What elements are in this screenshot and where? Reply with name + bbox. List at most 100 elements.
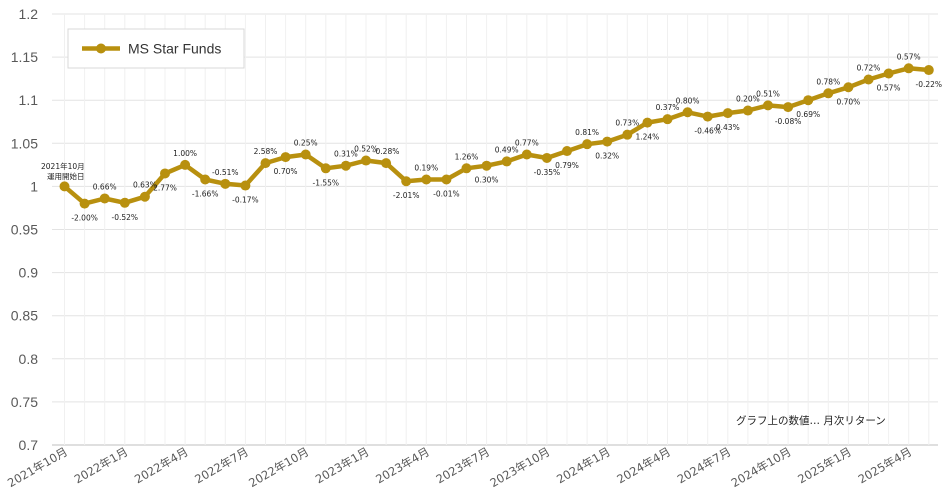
data-label: -0.52% bbox=[112, 213, 139, 222]
data-label: -0.28% bbox=[373, 147, 400, 156]
data-label: 0.37% bbox=[656, 103, 680, 112]
y-tick-label: 1.05 bbox=[11, 135, 38, 151]
x-tick-label: 2022年4月 bbox=[132, 444, 191, 486]
data-label: 1.00% bbox=[173, 149, 197, 158]
data-point bbox=[180, 159, 191, 170]
data-label: 0.72% bbox=[857, 64, 881, 73]
data-label: -2.00% bbox=[71, 214, 98, 223]
data-label: 0.81% bbox=[575, 128, 599, 137]
x-tick-label: 2025年1月 bbox=[795, 444, 854, 486]
start-annotation-line-2: 運用開始日 bbox=[47, 171, 85, 181]
data-label: 0.20% bbox=[736, 95, 760, 104]
data-point bbox=[280, 152, 291, 163]
legend-label-ms-star-funds: MS Star Funds bbox=[128, 41, 221, 57]
legend: MS Star Funds bbox=[67, 28, 245, 69]
data-label: -0.35% bbox=[534, 168, 561, 177]
data-label: 0.80% bbox=[676, 96, 700, 105]
data-label: 0.79% bbox=[555, 161, 579, 170]
data-label: -0.17% bbox=[232, 196, 259, 205]
grid-lines bbox=[52, 13, 938, 446]
start-annotation-line-1: 2021年10月 bbox=[41, 161, 85, 171]
data-label: 2.77% bbox=[153, 183, 177, 192]
data-point bbox=[461, 163, 472, 174]
data-point bbox=[582, 139, 593, 150]
y-tick-label: 0.85 bbox=[11, 308, 38, 324]
data-point bbox=[300, 149, 311, 160]
data-label: 0.51% bbox=[756, 89, 780, 98]
data-point bbox=[59, 181, 70, 192]
data-label: -0.08% bbox=[775, 117, 802, 126]
data-label: 1.24% bbox=[635, 133, 659, 142]
data-point bbox=[501, 156, 512, 167]
y-tick-label: 0.95 bbox=[11, 222, 38, 238]
y-tick-label: 1.2 bbox=[19, 6, 39, 22]
data-point bbox=[521, 149, 532, 160]
y-tick-label: 0.7 bbox=[19, 437, 39, 453]
data-point bbox=[260, 158, 271, 169]
x-tick-label: 2024年7月 bbox=[675, 444, 734, 486]
y-tick-label: 1.15 bbox=[11, 49, 38, 65]
data-label: 0.30% bbox=[475, 176, 499, 185]
data-point bbox=[662, 114, 673, 125]
x-tick-label: 2024年1月 bbox=[554, 444, 613, 486]
data-label: 2.58% bbox=[254, 147, 278, 156]
data-label: 0.78% bbox=[816, 77, 840, 86]
data-label: 0.32% bbox=[595, 152, 619, 161]
data-point bbox=[682, 107, 693, 118]
data-label: 0.69% bbox=[796, 110, 820, 119]
data-point bbox=[401, 176, 412, 187]
y-tick-label: 0.75 bbox=[11, 394, 38, 410]
data-label: 0.31% bbox=[334, 150, 358, 159]
y-tick-label: 0.9 bbox=[19, 265, 39, 281]
data-point bbox=[481, 160, 492, 171]
data-label: 0.70% bbox=[274, 167, 298, 176]
data-label: 1.26% bbox=[455, 152, 479, 161]
x-tick-label: 2023年1月 bbox=[313, 444, 372, 486]
data-label: -1.55% bbox=[313, 178, 340, 187]
data-point bbox=[622, 129, 633, 140]
data-label: -2.01% bbox=[393, 191, 420, 200]
data-label: 0.63% bbox=[133, 181, 157, 190]
y-axis: 0.7 0.75 0.8 0.85 0.9 0.95 1 1.05 1.1 1.15 1.2 bbox=[11, 6, 38, 453]
data-point bbox=[863, 74, 874, 85]
y-tick-label: 1.1 bbox=[19, 92, 39, 108]
y-tick-label: 1 bbox=[30, 178, 38, 194]
x-tick-label: 2022年1月 bbox=[72, 444, 131, 486]
data-point bbox=[923, 65, 934, 76]
data-label: 0.73% bbox=[615, 119, 639, 128]
data-label: 0.52% bbox=[354, 145, 378, 154]
data-point bbox=[803, 95, 814, 106]
data-point bbox=[99, 193, 110, 204]
y-tick-label: 0.8 bbox=[19, 351, 39, 367]
x-tick-label: 2023年7月 bbox=[433, 444, 492, 486]
x-tick-label: 2022年7月 bbox=[192, 444, 251, 486]
x-tick-label: 2023年4月 bbox=[373, 444, 432, 486]
data-label: -0.22% bbox=[916, 80, 943, 89]
data-label: -0.51% bbox=[212, 168, 239, 177]
x-tick-label: 2022年10月 bbox=[246, 444, 311, 490]
data-point bbox=[722, 108, 733, 119]
data-point bbox=[823, 88, 834, 99]
data-point bbox=[702, 111, 713, 122]
data-point bbox=[763, 100, 773, 111]
data-labels: -2.00% 0.66% -0.52% 0.63%2.77% 1.00% -1.66% -0… bbox=[71, 52, 942, 222]
data-label: 0.70% bbox=[836, 97, 860, 106]
data-point bbox=[320, 163, 331, 174]
data-point bbox=[541, 152, 552, 163]
data-label: 0.25% bbox=[294, 139, 318, 148]
data-point bbox=[742, 105, 753, 116]
data-point bbox=[79, 198, 90, 209]
data-point bbox=[642, 117, 653, 128]
data-label: 0.77% bbox=[515, 139, 539, 148]
x-tick-label: 2024年10月 bbox=[729, 444, 794, 490]
data-label: 0.57% bbox=[897, 52, 921, 61]
data-label: 0.66% bbox=[93, 182, 117, 191]
data-point bbox=[381, 158, 392, 169]
data-point bbox=[903, 63, 914, 74]
data-point bbox=[562, 146, 572, 157]
data-point bbox=[160, 168, 170, 179]
legend-dot-marker bbox=[96, 43, 106, 54]
data-label: -0.01% bbox=[433, 190, 460, 199]
